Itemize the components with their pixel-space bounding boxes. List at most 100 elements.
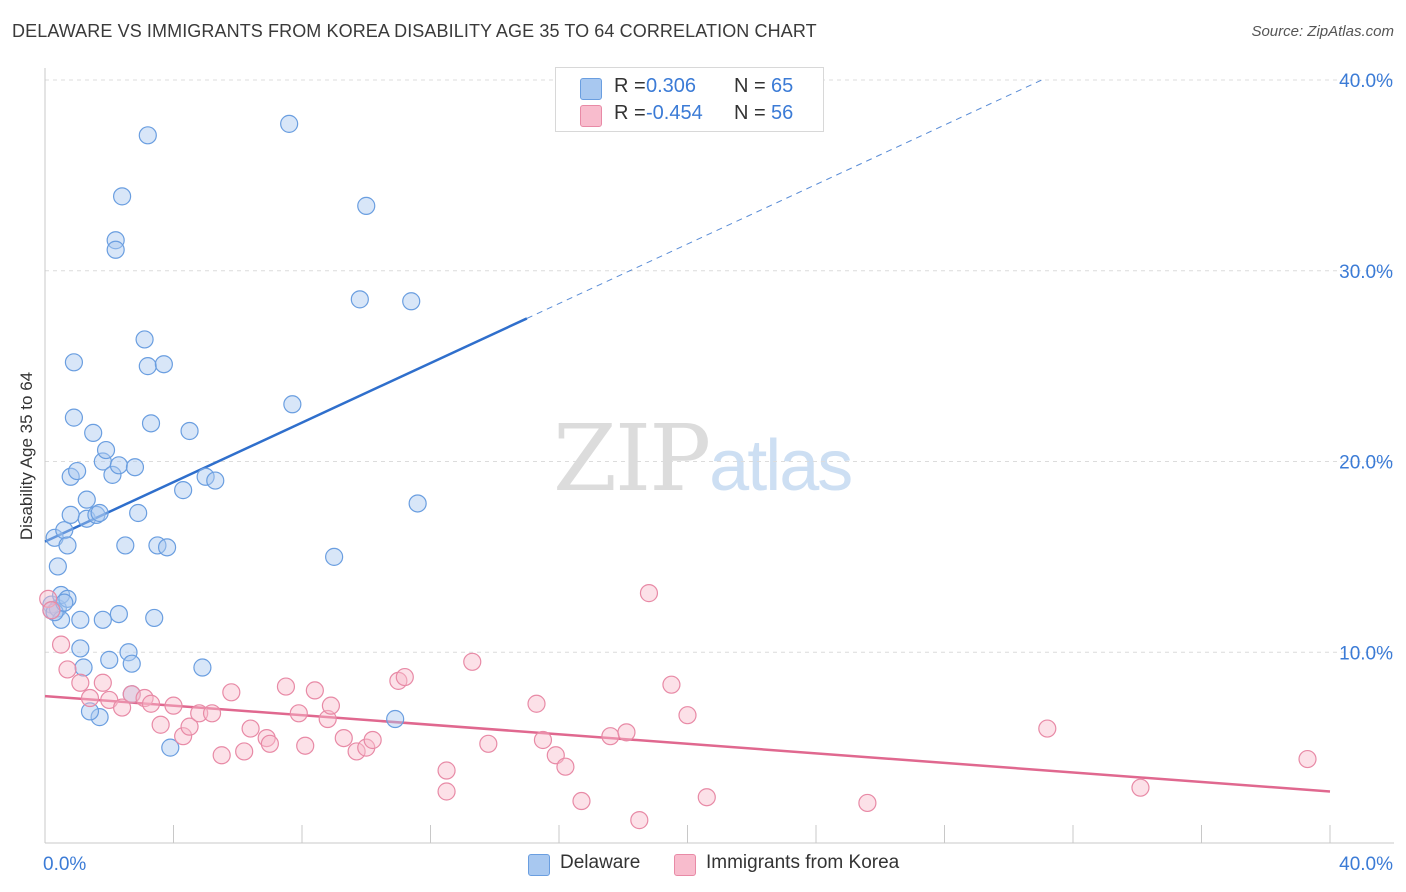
delaware-point — [51, 610, 71, 629]
korea-point — [235, 742, 254, 761]
korea-point — [202, 704, 222, 723]
korea-point — [556, 757, 575, 776]
korea-point — [617, 723, 636, 742]
delaware-point — [48, 557, 67, 576]
korea-trend-line — [44, 694, 1331, 793]
delaware-point — [161, 738, 180, 757]
delaware-point — [64, 408, 84, 427]
korea-point — [164, 696, 183, 715]
legend-n-label: N = — [734, 102, 766, 124]
delaware-point — [106, 231, 125, 250]
delaware-point — [193, 658, 212, 677]
korea-point — [241, 719, 260, 738]
delaware-point — [90, 503, 109, 523]
delaware-point — [109, 604, 128, 624]
legend-swatch-korea — [580, 105, 602, 127]
delaware-point — [386, 709, 405, 729]
delaware-point — [119, 643, 138, 662]
delaware-point — [174, 481, 193, 500]
korea-point — [347, 742, 366, 761]
delaware-point — [96, 440, 116, 460]
korea-point — [437, 782, 456, 801]
korea-point — [112, 698, 132, 717]
korea-point — [463, 652, 482, 671]
watermark-atlas: atlas — [709, 426, 853, 506]
legend-n-value: 65 — [771, 75, 794, 97]
korea-point — [527, 694, 546, 713]
korea-point — [601, 727, 620, 746]
korea-point — [1298, 749, 1317, 769]
korea-point — [296, 736, 315, 755]
korea-point — [257, 728, 276, 748]
zipatlas-watermark: ZIPatlas — [553, 405, 853, 512]
delaware-point — [196, 467, 215, 486]
korea-point — [678, 706, 697, 725]
delaware-point — [129, 503, 148, 523]
gridlines — [45, 79, 1394, 653]
korea-point — [151, 715, 170, 734]
korea-point — [80, 688, 100, 708]
axes — [44, 68, 1394, 844]
delaware-point — [64, 353, 84, 372]
chart-title: DELAWARE VS IMMIGRANTS FROM KOREA DISABI… — [12, 21, 817, 41]
korea-point — [479, 734, 498, 753]
legend-n-label: N = — [734, 75, 766, 97]
watermark-zip: ZIP — [553, 405, 711, 512]
delaware-point — [84, 423, 103, 442]
y-axis-title: Disability Age 35 to 64 — [17, 371, 36, 541]
legend-r-label: R = — [614, 102, 646, 124]
delaware-point — [61, 505, 80, 525]
delaware-point — [145, 608, 164, 628]
delaware-point — [141, 414, 161, 433]
korea-point — [289, 704, 308, 723]
korea-point — [639, 584, 659, 603]
korea-point — [305, 681, 324, 700]
delaware-point — [68, 461, 87, 481]
delaware-point — [157, 538, 177, 557]
legend-swatch-delaware — [580, 78, 602, 100]
delaware-point — [154, 355, 173, 374]
korea-point — [321, 696, 341, 715]
x-tick-label: 40.0% — [1339, 854, 1393, 875]
korea-point — [276, 677, 296, 696]
delaware-point — [283, 395, 302, 414]
korea-point — [1131, 778, 1150, 797]
korea-point — [357, 738, 376, 757]
korea-point — [630, 811, 649, 830]
delaware-point — [77, 490, 96, 509]
korea-point — [212, 746, 231, 765]
korea-point — [58, 660, 77, 679]
source-label: Source: ZipAtlas.com — [1251, 23, 1394, 40]
delaware-point — [138, 126, 157, 145]
korea-point — [318, 709, 337, 729]
delaware-point — [357, 196, 376, 215]
delaware-point — [71, 639, 90, 658]
delaware-point — [206, 471, 225, 490]
korea-point — [180, 717, 199, 736]
korea-point — [260, 734, 279, 753]
delaware-point — [109, 456, 128, 475]
korea-point — [533, 730, 553, 750]
korea-point — [1038, 719, 1057, 738]
legend-r-label: R = — [614, 75, 646, 97]
korea-point — [363, 730, 382, 750]
delaware-point — [80, 702, 100, 721]
delaware-point — [93, 610, 112, 629]
delaware-point — [74, 658, 93, 677]
x-tick-label: 0.0% — [43, 854, 86, 875]
korea-point — [572, 791, 591, 811]
korea-point — [395, 667, 414, 687]
delaware-point — [180, 421, 199, 441]
korea-point — [858, 793, 877, 813]
y-tick-label: 10.0% — [1339, 643, 1393, 664]
korea-point — [42, 601, 61, 620]
korea-point — [39, 589, 58, 608]
delaware-point — [116, 536, 135, 555]
delaware-point — [402, 292, 421, 311]
korea-point — [174, 727, 193, 746]
korea-point — [51, 635, 71, 654]
delaware-point — [325, 547, 344, 566]
delaware-point — [280, 114, 299, 133]
correlation-legend: R = 0.306 N = 65 R = -0.454 N = 56 — [555, 67, 824, 132]
y-tick-label: 30.0% — [1339, 262, 1393, 283]
